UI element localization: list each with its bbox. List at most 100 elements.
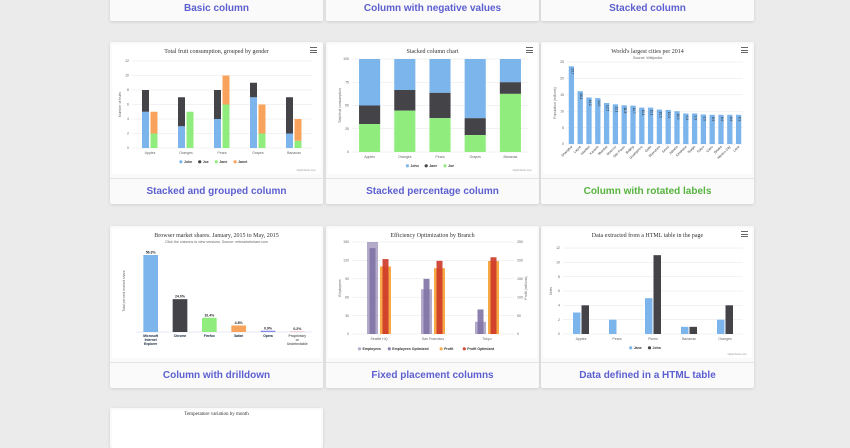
chart-thumbnail: Total fruit consumption, grouped by gend… [112,44,321,174]
data-label: 8.9 [711,117,715,122]
hamburger-menu-icon[interactable] [310,47,317,53]
y-tick-label: 100 [343,57,349,61]
y-tick-label: 90 [345,277,349,281]
bar [465,135,486,152]
bar [295,141,302,148]
legend-item: Jane [219,160,227,164]
y-tick-label: 8 [558,275,560,279]
demo-card-label[interactable]: Fixed placement columns [326,362,539,388]
x-tick-label: Tianjin [687,145,697,155]
bar [573,313,581,335]
y2-axis-label: Profit (millions) [524,276,528,299]
demo-card-negative-values[interactable]: Column with negative values [326,0,539,21]
y2-tick-label: 200 [517,259,523,263]
hamburger-menu-icon[interactable] [741,231,748,237]
bar [394,90,415,111]
demo-card-label[interactable]: Column with rotated labels [541,178,754,204]
x-tick-label: Apples [576,337,587,341]
demo-card-label[interactable]: Column with negative values [326,0,539,21]
demo-card-stacked-grouped[interactable]: Total fruit consumption, grouped by gend… [110,42,323,204]
legend-item: Joe [203,160,209,164]
x-tick-label: Grapes [469,155,481,159]
demo-card-label[interactable]: Basic column [110,0,323,21]
demo-card-label[interactable]: Column with drilldown [110,362,323,388]
data-label: 24.0% [175,295,186,299]
y-tick-label: 0 [347,150,349,154]
x-tick-label: Oranges [718,337,732,341]
chart-title: Efficiency Optimization by Branch [390,232,474,239]
demo-card-temperature[interactable]: Temperature variation by month [110,408,323,448]
data-label: 11.1 [650,110,654,116]
bar [286,134,293,149]
bar [681,327,689,334]
bar [359,106,380,125]
hamburger-menu-icon[interactable] [741,47,748,53]
chart-title: Total fruit consumption, grouped by gend… [164,48,269,55]
legend-item: Joe [448,164,454,168]
bar [500,94,521,152]
bar [654,255,662,334]
x-tick-label: Pears [612,337,621,341]
x-tick-label: Plums [648,337,658,341]
x-tick-label: Oranges [179,151,193,155]
x-tick-label: Chrome [174,334,187,338]
bar [370,248,376,334]
credits-label: Highcharts.com [728,352,748,356]
y-tick-label: 10 [560,109,564,113]
bar [143,255,158,332]
bar [609,320,617,334]
y-tick-label: 4 [127,117,129,121]
y-tick-label: 120 [343,259,349,263]
data-label: 8.9 [738,117,742,122]
data-label: 8.9 [729,117,733,122]
hamburger-menu-icon[interactable] [526,47,533,53]
demo-card-label[interactable]: Stacked and grouped column [110,178,323,204]
demo-card-drilldown[interactable]: Browser market shares. January, 2015 to … [110,226,323,388]
bar [151,112,158,134]
bar [223,76,230,105]
chart-subtitle: Source: Wikipedia [633,56,662,60]
legend-item: Employees [363,347,382,351]
y2-tick-label: 150 [517,277,523,281]
bar [726,305,734,334]
bar [359,59,380,106]
y2-tick-label: 0 [517,332,519,336]
chart-title: Stacked column chart [407,49,459,55]
legend-item: John [410,164,418,168]
legend-item: John [653,346,661,350]
bar [223,105,230,149]
legend-item: Jane [429,164,437,168]
bar [569,66,574,144]
y-tick-label: 20 [560,77,564,81]
demo-card-basic-column[interactable]: Basic column [110,0,323,21]
demo-card-html-table[interactable]: Data extracted from a HTML table in the … [541,226,754,388]
data-label: 9.0 [702,116,706,121]
bar [173,299,188,332]
x-tick-label: Apples [364,155,375,159]
data-label: 14.2 [588,99,592,105]
demo-card-stacked-column[interactable]: Stacked column [541,0,754,21]
data-label: 10.0 [676,113,680,119]
demo-card-label[interactable]: Stacked column [541,0,754,21]
x-tick-label: Lima [732,145,740,153]
bar [500,82,521,94]
x-tick-label: Apples [145,151,156,155]
stacked-grouped-chart: Total fruit consumption, grouped by gend… [112,44,321,174]
bar [429,118,450,152]
drilldown-chart: Browser market shares. January, 2015 to … [112,228,321,358]
x-tick-label: Bananas [287,151,301,155]
y-tick-label: 10 [125,74,129,78]
y-tick-label: 15 [560,93,564,97]
legend-symbol [443,164,446,167]
demo-card-label[interactable]: Stacked percentage column [326,178,539,204]
credits-label: Highcharts.com [297,168,317,172]
x-tick-label: Bananas [503,155,517,159]
bar [491,257,497,334]
demo-card-label[interactable]: Data defined in a HTML table [541,362,754,388]
y-tick-label: 150 [343,240,349,244]
